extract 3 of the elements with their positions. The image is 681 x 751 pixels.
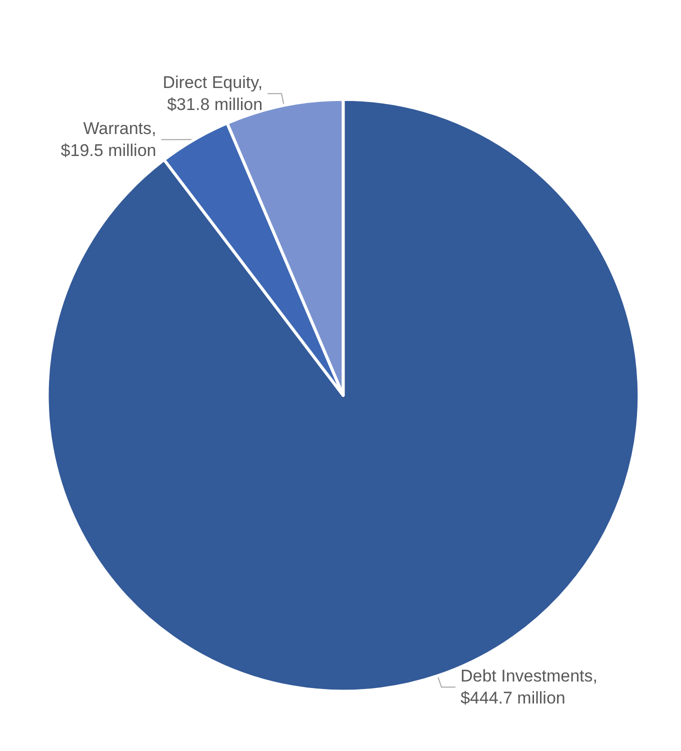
- slice-label: Direct Equity, $31.8 million: [162, 73, 263, 114]
- slice-label: Debt Investments, $444.7 million: [460, 666, 598, 708]
- slice-label: Warrants, $19.5 million: [60, 119, 156, 160]
